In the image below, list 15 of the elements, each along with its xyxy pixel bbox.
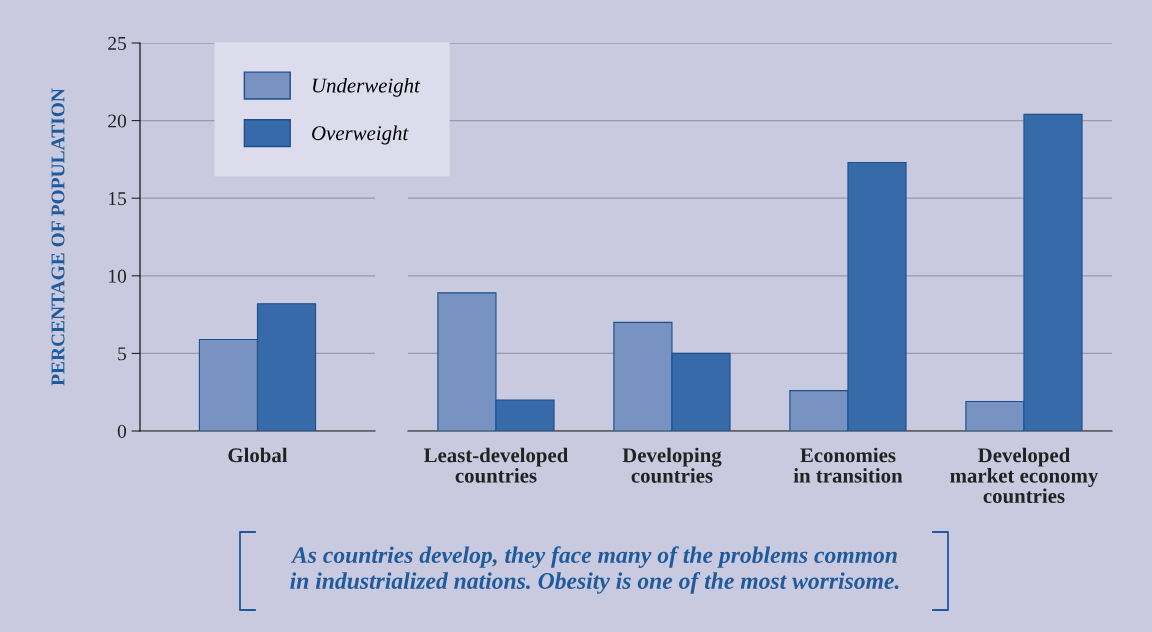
y-tick-label: 20 <box>108 114 127 128</box>
x-tick-label: Economies in transition <box>793 447 903 483</box>
legend-label: Underweight <box>312 77 421 97</box>
y-axis-title: PERCENTAGE OF POPULATION <box>51 88 65 386</box>
x-tick-label: Global <box>228 447 288 463</box>
x-tick-label: Developed market economy countries <box>950 447 1099 504</box>
y-tick-label: 0 <box>117 424 127 438</box>
x-tick-label: Least-developed countries <box>423 447 569 483</box>
x-tick-label: Developing countries <box>622 447 722 483</box>
y-tick-label: 25 <box>108 36 127 50</box>
text: As countries develop, they face many of the problems common in industrialized nations. Obesity is one of the most worrisome. <box>290 546 899 594</box>
y-tick-label: 5 <box>118 347 127 361</box>
legend-label: Overweight <box>312 125 409 145</box>
y-tick-label: 15 <box>109 192 127 206</box>
y-tick-label: 10 <box>109 269 127 283</box>
